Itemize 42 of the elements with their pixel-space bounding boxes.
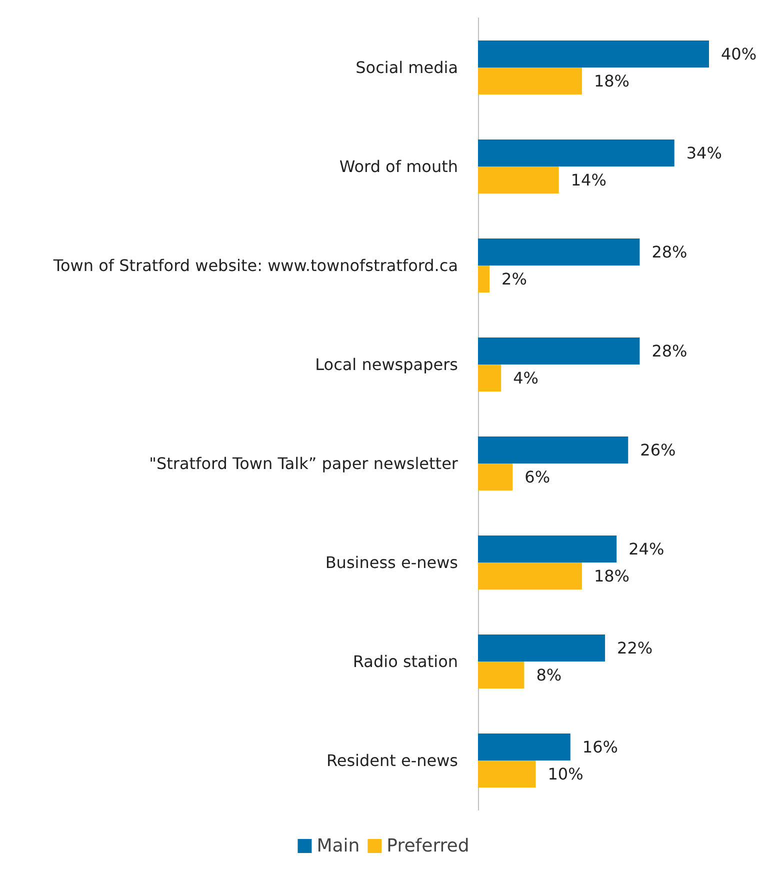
bar xyxy=(478,760,536,788)
bar xyxy=(478,140,674,166)
y-tick-label: Word of mouth xyxy=(339,157,458,176)
data-label: 18% xyxy=(594,72,630,90)
data-label: 28% xyxy=(652,342,688,360)
bar xyxy=(478,464,513,490)
data-label: 26% xyxy=(640,440,676,460)
bar xyxy=(478,40,709,68)
data-label: 28% xyxy=(652,242,688,262)
y-tick-label: Social media xyxy=(356,58,458,77)
data-label: 8% xyxy=(536,666,562,684)
bar xyxy=(478,266,490,292)
data-label: 4% xyxy=(513,368,538,388)
bar xyxy=(478,364,502,392)
y-tick-label: Local newspapers xyxy=(315,355,458,374)
data-label: 22% xyxy=(617,638,653,658)
data-label: 10% xyxy=(548,764,584,784)
bar xyxy=(478,166,559,194)
bar xyxy=(478,662,524,688)
bar xyxy=(478,436,628,464)
data-label: 24% xyxy=(628,540,664,558)
legend-label: Main xyxy=(316,836,360,856)
bar xyxy=(478,68,582,94)
y-tick-label: Business e-news xyxy=(325,553,458,572)
bar xyxy=(478,562,582,590)
y-tick-label: Resident e-news xyxy=(326,751,458,770)
legend-label: Preferred xyxy=(386,836,470,856)
data-label: 40% xyxy=(721,44,757,64)
bar xyxy=(478,734,570,760)
data-label: 16% xyxy=(582,738,618,756)
y-tick-label: "Stratford Town Talk” paper newsletter xyxy=(149,454,458,473)
data-label: 6% xyxy=(524,468,550,486)
y-tick-label: Town of Stratford website: www.townofstratford.ca xyxy=(52,256,458,275)
data-label: 14% xyxy=(570,170,606,190)
bar xyxy=(478,634,606,662)
data-label: 34% xyxy=(686,144,722,162)
bar xyxy=(478,536,617,562)
y-tick-label: Radio station xyxy=(352,652,458,671)
bar xyxy=(478,338,640,364)
bar xyxy=(478,238,640,266)
data-label: 18% xyxy=(594,566,630,586)
data-label: 2% xyxy=(502,270,527,288)
